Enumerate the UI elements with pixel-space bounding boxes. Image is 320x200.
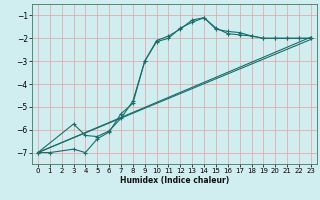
X-axis label: Humidex (Indice chaleur): Humidex (Indice chaleur) <box>120 176 229 185</box>
